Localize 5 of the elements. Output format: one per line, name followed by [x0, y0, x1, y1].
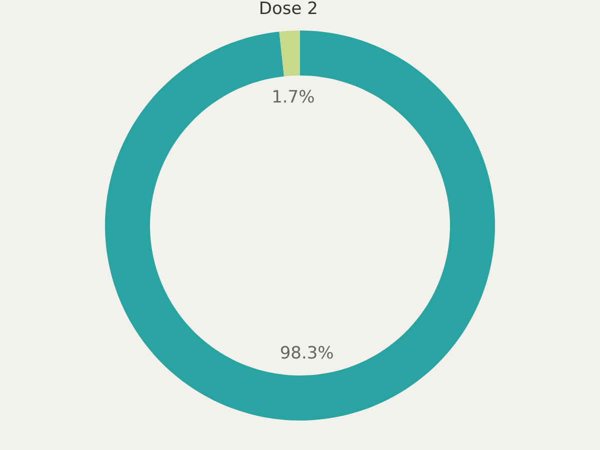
slice-label: Dose 2	[258, 0, 318, 19]
donut-slice	[105, 30, 495, 420]
data-label: 1.7%	[272, 88, 315, 108]
donut-slice	[279, 30, 300, 76]
data-label: 98.3%	[280, 343, 334, 364]
